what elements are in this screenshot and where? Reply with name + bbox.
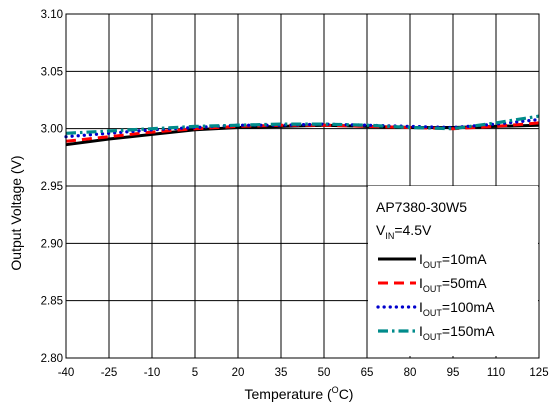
y-axis-title: Output Voltage (V) [8,155,24,270]
legend-label-4: IOUT=150mA [419,323,495,342]
legend-title: AP7380-30W5 [376,199,467,215]
y-tick-label: 2.90 [41,238,63,250]
legend-label-1: IOUT=10mA [419,251,487,270]
y-tick-label: 3.10 [41,9,63,21]
x-tick-label: 65 [361,367,374,379]
x-tick-label: 125 [529,367,548,379]
legend-subtitle: VIN=4.5V [376,222,432,241]
legend: AP7380-30W5 VIN=4.5V IOUT=10mAIOUT=50mAI… [368,186,538,356]
tick-labels: -40 -25 -10 5 20 35 50 65 80 95 110 125 2.80 2.85 2.90… [41,9,549,379]
y-tick-label: 2.80 [41,353,63,365]
legend-box [368,186,538,356]
x-tick-label: 110 [487,367,505,379]
y-tick-label: 3.00 [41,124,63,136]
plot-frame [65,13,540,359]
y-tick-label: 3.05 [41,66,63,78]
x-tick-label: 5 [192,367,198,379]
x-tick-label: 80 [404,367,417,379]
x-tick-label: -40 [58,367,75,379]
series-layer [64,114,541,147]
y-tick-label: 2.95 [41,181,63,193]
x-tick-label: 50 [318,367,331,379]
x-tick-label: 20 [232,367,245,379]
legend-label-2: IOUT=50mA [419,275,487,294]
y-tick-label: 2.85 [41,296,63,308]
legend-items: IOUT=10mA IOUT=50mA IOUT=100mA IOUT=150mA [376,251,495,342]
x-axis-title: Temperature (OC) [245,385,354,402]
legend-label-3: IOUT=100mA [419,299,495,318]
series-line-3 [64,117,541,139]
x-tick-label: 35 [275,367,288,379]
x-tick-label: -25 [101,367,118,379]
x-tick-label: -10 [144,367,161,379]
series-line-4 [65,114,540,135]
x-tick-label: 95 [447,367,460,379]
